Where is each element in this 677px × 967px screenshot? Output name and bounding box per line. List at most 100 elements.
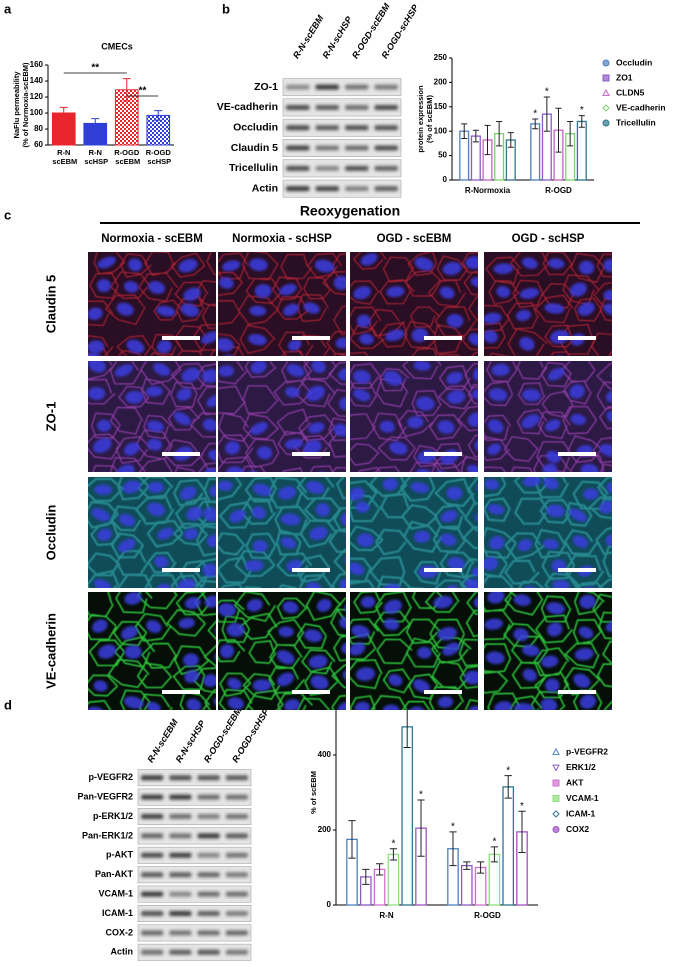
column-label: OGD - scEBM bbox=[377, 233, 452, 245]
nucleus bbox=[439, 286, 455, 299]
blot-strip bbox=[282, 159, 402, 178]
lane-label: R-N-scHSP bbox=[320, 14, 354, 60]
nucleus bbox=[442, 261, 462, 276]
row-label: Actin bbox=[111, 947, 134, 957]
blot-band bbox=[315, 125, 339, 131]
nucleus bbox=[308, 655, 328, 669]
nucleus bbox=[186, 698, 202, 710]
blot-band bbox=[225, 775, 248, 781]
nucleus bbox=[248, 333, 267, 346]
nucleus bbox=[93, 680, 108, 692]
nucleus bbox=[249, 305, 267, 316]
nucleus bbox=[519, 287, 539, 299]
nucleus bbox=[446, 486, 463, 500]
nucleus bbox=[350, 642, 366, 656]
nucleus bbox=[147, 481, 164, 494]
bar bbox=[576, 120, 587, 181]
nucleus bbox=[173, 411, 191, 426]
blot-band bbox=[141, 852, 164, 858]
nucleus bbox=[353, 370, 371, 384]
nucleus bbox=[513, 594, 531, 606]
legend-marker bbox=[552, 810, 560, 818]
nucleus bbox=[254, 284, 272, 299]
nucleus bbox=[569, 384, 585, 399]
blot-band bbox=[345, 165, 369, 171]
blot-strip bbox=[282, 118, 402, 137]
scale-bar bbox=[424, 568, 462, 572]
scale-bar bbox=[292, 336, 330, 340]
nucleus bbox=[279, 283, 297, 296]
nucleus bbox=[88, 387, 106, 400]
scale-bar bbox=[558, 452, 596, 456]
blot-strip bbox=[137, 788, 252, 806]
nucleus bbox=[413, 361, 431, 371]
nucleus bbox=[572, 535, 589, 548]
nucleus bbox=[209, 484, 216, 497]
blot-band bbox=[169, 814, 192, 819]
row-label: Occludin bbox=[233, 122, 278, 134]
nucleus bbox=[407, 416, 424, 429]
blot-band bbox=[141, 775, 164, 781]
nucleus bbox=[484, 330, 498, 344]
nucleus bbox=[540, 698, 558, 710]
nucleus bbox=[203, 674, 216, 687]
error-bar bbox=[348, 820, 356, 859]
blot-strip bbox=[137, 866, 252, 884]
nucleus bbox=[229, 509, 246, 523]
nucleus bbox=[357, 533, 374, 548]
nucleus bbox=[388, 674, 403, 687]
nucleus bbox=[359, 333, 374, 345]
nucleus bbox=[599, 443, 612, 457]
y-tick-label: 100 bbox=[30, 108, 44, 117]
scale-bar bbox=[424, 690, 462, 694]
nucleus bbox=[303, 440, 322, 455]
nucleus bbox=[252, 539, 268, 553]
error-bar bbox=[472, 129, 479, 143]
nucleus bbox=[489, 536, 505, 550]
nucleus bbox=[186, 506, 203, 521]
micrograph bbox=[484, 361, 612, 472]
nucleus bbox=[521, 257, 538, 269]
nucleus bbox=[315, 502, 330, 517]
nucleus bbox=[280, 513, 301, 526]
legend-marker bbox=[552, 779, 560, 787]
nucleus bbox=[611, 370, 612, 381]
membrane-stain bbox=[484, 252, 612, 356]
nucleus bbox=[487, 419, 504, 433]
nucleus bbox=[97, 256, 116, 269]
row-label: p-ERK1/2 bbox=[93, 811, 133, 821]
scale-bar bbox=[292, 568, 330, 572]
nucleus bbox=[471, 566, 478, 578]
micrograph bbox=[218, 592, 346, 710]
significance-label: * bbox=[580, 105, 584, 116]
nucleus bbox=[545, 678, 560, 693]
x-tick-label: R-N scHSP bbox=[82, 148, 108, 166]
error-bar bbox=[449, 831, 457, 867]
blot-strip bbox=[282, 98, 402, 117]
micrograph bbox=[484, 592, 612, 710]
blot-strip bbox=[282, 139, 402, 157]
nucleus bbox=[282, 601, 299, 614]
blot-strip bbox=[137, 885, 252, 903]
nucleus bbox=[386, 286, 405, 298]
significance-label: * bbox=[492, 837, 496, 848]
nucleus bbox=[517, 539, 533, 552]
nucleus bbox=[356, 667, 376, 681]
row-label: Occludin bbox=[43, 505, 58, 561]
nucleus bbox=[122, 480, 141, 494]
nucleus bbox=[184, 669, 200, 683]
blot-strip bbox=[137, 846, 252, 864]
nucleus bbox=[156, 340, 172, 354]
significance-label: * bbox=[391, 838, 395, 849]
nucleus bbox=[146, 420, 164, 432]
nucleus bbox=[577, 302, 595, 316]
nucleus bbox=[437, 696, 454, 708]
nucleus bbox=[311, 361, 326, 373]
legend-label: AKT bbox=[566, 777, 584, 787]
row-label: p-AKT bbox=[106, 850, 133, 860]
row-label: Actin bbox=[252, 182, 278, 194]
scale-bar bbox=[558, 336, 596, 340]
nucleus bbox=[437, 627, 458, 641]
y-tick-label: 200 bbox=[318, 825, 332, 834]
